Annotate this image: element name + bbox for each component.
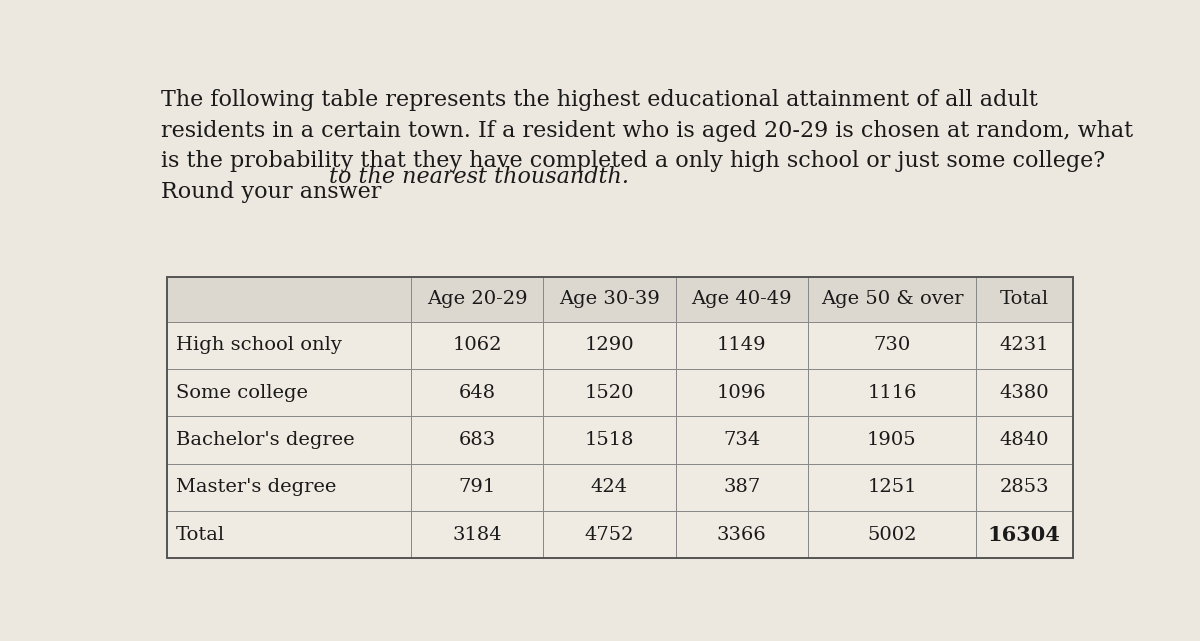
Bar — [167, 463, 412, 511]
Text: Age 20-29: Age 20-29 — [427, 290, 528, 308]
Text: 1251: 1251 — [868, 478, 917, 496]
Bar — [544, 322, 676, 369]
Text: Some college: Some college — [176, 384, 308, 402]
Bar — [167, 277, 1073, 558]
Bar — [167, 322, 412, 369]
Text: Age 50 & over: Age 50 & over — [821, 290, 964, 308]
Bar — [167, 511, 412, 558]
Text: High school only: High school only — [176, 337, 342, 354]
Text: The following table represents the highest educational attainment of all adult
r: The following table represents the highe… — [161, 89, 1133, 203]
Text: 1149: 1149 — [716, 337, 767, 354]
Bar — [676, 369, 808, 417]
Bar — [808, 322, 976, 369]
Bar — [412, 369, 544, 417]
Bar — [412, 322, 544, 369]
Text: 730: 730 — [874, 337, 911, 354]
Bar — [976, 322, 1073, 369]
Text: Total: Total — [1000, 290, 1049, 308]
Bar — [976, 463, 1073, 511]
Text: 4840: 4840 — [1000, 431, 1049, 449]
Text: 648: 648 — [458, 384, 496, 402]
Text: 734: 734 — [724, 431, 761, 449]
Text: 1062: 1062 — [452, 337, 502, 354]
Text: 1520: 1520 — [584, 384, 635, 402]
Text: 387: 387 — [724, 478, 761, 496]
Text: Total: Total — [176, 526, 226, 544]
Text: Bachelor's degree: Bachelor's degree — [176, 431, 355, 449]
Text: 4231: 4231 — [1000, 337, 1049, 354]
Bar — [808, 463, 976, 511]
Bar — [676, 417, 808, 463]
Bar — [676, 322, 808, 369]
Bar — [808, 277, 976, 322]
Bar — [412, 277, 544, 322]
Text: 2853: 2853 — [1000, 478, 1049, 496]
Text: 1905: 1905 — [868, 431, 917, 449]
Text: 1096: 1096 — [716, 384, 767, 402]
Bar — [544, 369, 676, 417]
Text: 424: 424 — [590, 478, 628, 496]
Text: 3366: 3366 — [716, 526, 767, 544]
Text: 4380: 4380 — [1000, 384, 1049, 402]
Bar — [976, 369, 1073, 417]
Text: Age 30-39: Age 30-39 — [559, 290, 660, 308]
Text: 1518: 1518 — [584, 431, 635, 449]
Bar — [808, 511, 976, 558]
Text: 683: 683 — [458, 431, 496, 449]
Bar — [676, 277, 808, 322]
Bar — [412, 511, 544, 558]
Text: 3184: 3184 — [452, 526, 502, 544]
Bar — [412, 417, 544, 463]
Bar — [412, 463, 544, 511]
Bar — [808, 369, 976, 417]
Text: Master's degree: Master's degree — [176, 478, 336, 496]
Text: 4752: 4752 — [584, 526, 635, 544]
Bar — [544, 417, 676, 463]
Bar — [167, 277, 412, 322]
Text: Age 40-49: Age 40-49 — [691, 290, 792, 308]
Bar — [976, 277, 1073, 322]
Text: 1290: 1290 — [584, 337, 635, 354]
Text: 16304: 16304 — [988, 524, 1061, 544]
Bar — [676, 463, 808, 511]
Bar — [976, 417, 1073, 463]
Text: to the nearest thousandth.: to the nearest thousandth. — [329, 166, 629, 188]
Bar — [167, 417, 412, 463]
Bar — [808, 417, 976, 463]
Text: 791: 791 — [458, 478, 496, 496]
Bar — [167, 369, 412, 417]
Bar — [544, 463, 676, 511]
Bar — [544, 277, 676, 322]
Bar — [544, 511, 676, 558]
Text: 1116: 1116 — [868, 384, 917, 402]
Bar — [976, 511, 1073, 558]
Text: 5002: 5002 — [868, 526, 917, 544]
Bar — [676, 511, 808, 558]
